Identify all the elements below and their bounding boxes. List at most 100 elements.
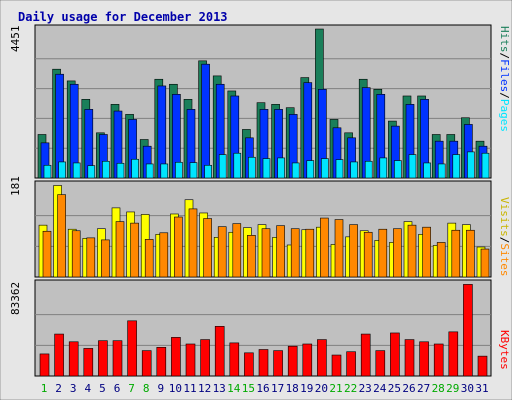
- bar-pages-day-5: [102, 160, 110, 179]
- x-tick-label-day-14: 14: [227, 382, 241, 395]
- legend-hits: Hits: [498, 26, 511, 53]
- bar-pages-day-25: [394, 160, 402, 179]
- bar-pages-day-23: [364, 160, 373, 179]
- x-tick-label-day-24: 24: [373, 382, 387, 395]
- x-tick-label-day-26: 26: [402, 382, 415, 395]
- bar-kbytes-day-4: [83, 348, 94, 377]
- bar-sites-day-22: [349, 224, 358, 278]
- bar-pages-day-3: [72, 162, 81, 179]
- bar-pages-day-24: [379, 157, 388, 179]
- bar-kbytes-day-22: [346, 351, 356, 377]
- x-tick-label-day-21: 21: [329, 382, 342, 395]
- legend-sep-1: /: [498, 53, 511, 60]
- bar-kbytes-day-6: [112, 340, 123, 377]
- y-max-label-hits: 4451: [9, 26, 22, 53]
- bar-sites-day-26: [407, 224, 417, 278]
- bar-kbytes-day-20: [317, 339, 327, 377]
- bar-pages-day-21: [335, 159, 344, 179]
- bar-kbytes-day-31: [477, 355, 488, 377]
- x-tick-label-day-18: 18: [286, 382, 299, 395]
- chart-bars: [37, 28, 490, 377]
- x-tick-label-day-31: 31: [475, 382, 488, 395]
- bar-kbytes-day-28: [433, 343, 444, 377]
- bar-kbytes-day-10: [171, 337, 181, 377]
- bar-pages-day-29: [452, 154, 461, 179]
- bar-kbytes-day-12: [200, 339, 210, 377]
- legend-kbytes-wrap: KBytes: [498, 330, 511, 370]
- chart-title: Daily usage for December 2013: [18, 10, 228, 24]
- x-tick-label-day-10: 10: [169, 382, 182, 395]
- legend-sep-2: /: [498, 92, 511, 99]
- y-max-label-visits: 181: [9, 176, 22, 196]
- bar-kbytes-day-13: [214, 326, 225, 377]
- bar-pages-day-17: [277, 157, 285, 179]
- bar-files-day-12: [201, 63, 210, 179]
- legend-hits-files-pages: Hits/Files/Pages: [498, 26, 511, 132]
- bar-sites-day-12: [203, 218, 212, 278]
- bar-kbytes-day-16: [258, 349, 269, 377]
- x-tick-label-day-5: 5: [99, 382, 106, 395]
- bar-sites-day-25: [393, 228, 402, 278]
- bar-kbytes-day-2: [54, 333, 64, 377]
- bar-kbytes-day-19: [302, 343, 313, 377]
- y-max-label-kbytes: 83362: [9, 282, 22, 315]
- bar-pages-day-14: [233, 152, 242, 179]
- bar-pages-day-13: [218, 154, 227, 179]
- bar-kbytes-day-14: [229, 342, 240, 377]
- bar-sites-day-3: [71, 230, 81, 278]
- bar-pages-day-15: [248, 156, 256, 179]
- x-tick-label-day-6: 6: [114, 382, 121, 395]
- x-tick-label-day-17: 17: [271, 382, 284, 395]
- bar-kbytes-day-18: [287, 345, 298, 377]
- bar-pages-day-9: [160, 163, 169, 179]
- bar-kbytes-day-30: [463, 284, 473, 377]
- x-tick-label-day-3: 3: [70, 382, 77, 395]
- bar-pages-day-31: [481, 152, 490, 179]
- bar-sites-day-23: [363, 231, 373, 278]
- x-tick-label-day-23: 23: [359, 382, 372, 395]
- bar-sites-day-31: [480, 248, 490, 278]
- bar-sites-day-15: [247, 235, 256, 278]
- bar-sites-day-4: [86, 237, 96, 278]
- legend-sep-3: /: [498, 237, 511, 244]
- bar-pages-day-27: [423, 162, 431, 179]
- bar-kbytes-day-21: [331, 354, 342, 377]
- bar-sites-day-30: [466, 229, 475, 278]
- bar-sites-day-11: [188, 208, 198, 278]
- legend-visits: Visits: [498, 197, 511, 237]
- bar-pages-day-7: [131, 158, 139, 179]
- bar-kbytes-day-8: [141, 350, 152, 377]
- bar-kbytes-day-9: [156, 347, 167, 377]
- x-tick-label-day-7: 7: [128, 382, 135, 395]
- bar-kbytes-day-11: [185, 343, 196, 377]
- x-tick-label-day-27: 27: [417, 382, 430, 395]
- bar-sites-day-14: [232, 223, 242, 278]
- bar-sites-day-13: [217, 226, 227, 278]
- bar-sites-day-17: [276, 225, 285, 278]
- bar-sites-day-20: [320, 217, 329, 278]
- bar-kbytes-day-27: [419, 341, 429, 377]
- bar-sites-day-16: [261, 228, 271, 278]
- bar-kbytes-day-26: [404, 339, 415, 377]
- bar-pages-day-11: [189, 162, 198, 179]
- bar-pages-day-8: [145, 163, 154, 179]
- bar-pages-day-30: [467, 151, 475, 179]
- bar-pages-day-16: [262, 158, 271, 179]
- bar-kbytes-day-3: [68, 341, 79, 377]
- bar-kbytes-day-23: [360, 333, 371, 377]
- x-tick-label-day-8: 8: [143, 382, 150, 395]
- bar-sites-day-5: [101, 239, 110, 278]
- x-tick-label-day-13: 13: [213, 382, 226, 395]
- x-tick-label-day-4: 4: [84, 382, 91, 395]
- bar-pages-day-10: [175, 161, 183, 179]
- bar-pages-day-1: [43, 164, 52, 179]
- bar-sites-day-2: [57, 194, 66, 278]
- bar-sites-day-7: [130, 222, 139, 278]
- bar-sites-day-6: [115, 221, 125, 278]
- legend-kbytes: KBytes: [498, 330, 511, 370]
- x-tick-label-day-22: 22: [344, 382, 357, 395]
- bar-sites-day-18: [290, 228, 300, 278]
- legend-pages: Pages: [498, 99, 511, 132]
